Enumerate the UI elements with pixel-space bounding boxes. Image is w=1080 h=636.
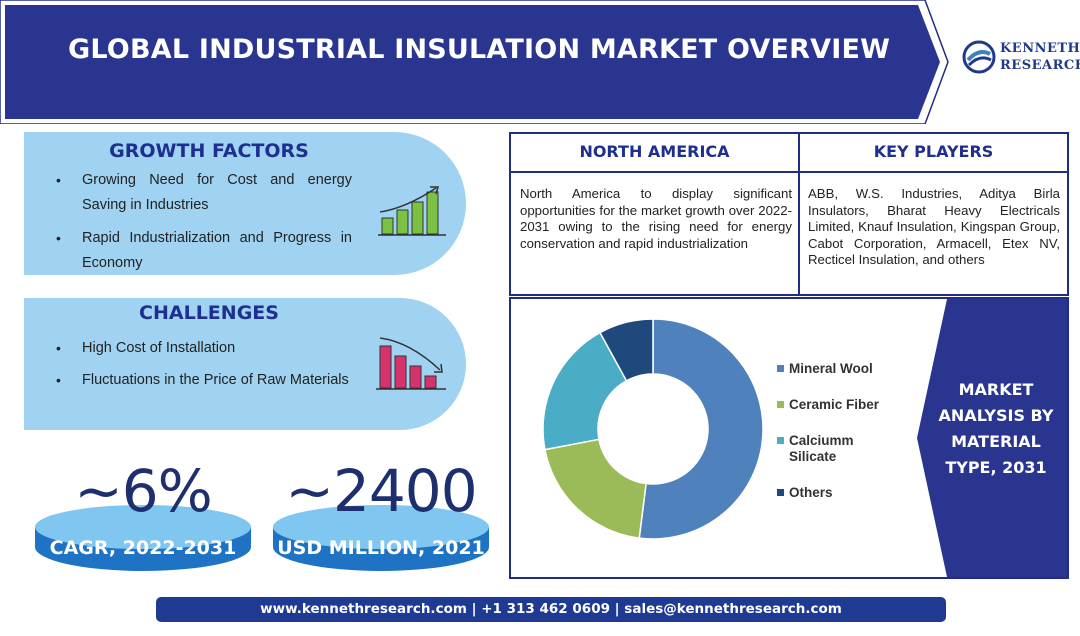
- north-america-title: NORTH AMERICA: [579, 142, 730, 161]
- donut-chart: [542, 318, 764, 540]
- cagr-label: CAGR, 2022-2031: [49, 537, 237, 559]
- decline-chart-icon: [376, 337, 446, 390]
- donut-slice-others: [598, 318, 654, 382]
- growth-chart-icon: [378, 186, 446, 236]
- donut-slice-mineral-wool: [638, 318, 764, 540]
- legend-label: Calciumm Silicate: [789, 433, 854, 464]
- logo-mark-icon: [962, 40, 996, 74]
- market-analysis-line: TYPE, 2031: [945, 458, 1047, 477]
- market-size-stat: ~2400 USD MILLION, 2021: [270, 455, 492, 573]
- legend-swatch: [777, 437, 784, 444]
- legend-label: Ceramic Fiber: [789, 397, 880, 412]
- list-item: High Cost of Installation: [52, 336, 372, 361]
- divider: [511, 171, 1067, 173]
- logo-line-2: RESEARCH: [1000, 58, 1080, 73]
- legend-swatch: [777, 365, 784, 372]
- key-players-title: KEY PLAYERS: [873, 142, 994, 161]
- logo-line-1: KENNETH: [1000, 41, 1080, 56]
- chart-legend: Mineral Wool Ceramic Fiber Calciumm Sili…: [777, 361, 887, 521]
- cagr-stat: ~6% CAGR, 2022-2031: [32, 455, 254, 573]
- legend-swatch: [777, 401, 784, 408]
- company-logo: KENNETH RESEARCH: [962, 38, 1080, 78]
- growth-factors-panel: GROWTH FACTORS Growing Need for Cost and…: [24, 132, 466, 275]
- legend-item: Calciumm Silicate: [777, 433, 857, 465]
- challenges-list: High Cost of Installation Fluctuations i…: [52, 336, 372, 400]
- banner-shape: [0, 0, 949, 124]
- legend-label: Mineral Wool: [789, 361, 873, 376]
- list-item: Rapid Industrialization and Progress in …: [52, 226, 352, 276]
- growth-factors-list: Growing Need for Cost and energy Saving …: [52, 168, 352, 284]
- market-size-disc: [273, 505, 489, 571]
- header-banner: GLOBAL INDUSTRIAL INSULATION MARKET OVER…: [0, 0, 960, 124]
- material-type-chart-panel: MARKET ANALYSIS BY MATERIAL TYPE, 2031 M…: [509, 297, 1069, 579]
- legend-label: Others: [789, 485, 833, 500]
- north-america-text: North America to display significant opp…: [520, 186, 792, 251]
- list-item: Fluctuations in the Price of Raw Materia…: [52, 368, 372, 393]
- cagr-disc: [35, 505, 251, 571]
- market-size-value: ~2400: [285, 457, 477, 525]
- legend-item: Ceramic Fiber: [777, 397, 887, 413]
- market-analysis-line: ANALYSIS BY: [938, 406, 1054, 425]
- market-analysis-line: MARKET: [958, 380, 1034, 399]
- market-analysis-band-shape: [917, 299, 1067, 577]
- market-size-label: USD MILLION, 2021: [277, 537, 485, 559]
- market-analysis-line: MATERIAL: [951, 432, 1041, 451]
- key-players-text: ABB, W.S. Industries, Aditya Birla Insul…: [808, 186, 1060, 267]
- legend-swatch: [777, 489, 784, 496]
- market-analysis-band: MARKET ANALYSIS BY MATERIAL TYPE, 2031: [511, 299, 1067, 577]
- contact-info: www.kennethresearch.com | +1 313 462 060…: [260, 601, 842, 617]
- growth-factors-title: GROWTH FACTORS: [109, 140, 309, 162]
- donut-slice-ceramic-fiber: [544, 438, 647, 539]
- list-item: Growing Need for Cost and energy Saving …: [52, 168, 352, 218]
- contact-footer: www.kennethresearch.com | +1 313 462 060…: [156, 597, 946, 622]
- market-analysis-label: MARKET ANALYSIS BY MATERIAL TYPE, 2031: [931, 377, 1061, 481]
- divider: [798, 134, 800, 294]
- logo-text: KENNETH RESEARCH: [1000, 40, 1080, 74]
- challenges-panel: CHALLENGES High Cost of Installation Flu…: [24, 298, 466, 430]
- legend-item: Mineral Wool: [777, 361, 887, 377]
- page-title: GLOBAL INDUSTRIAL INSULATION MARKET OVER…: [68, 34, 891, 65]
- challenges-title: CHALLENGES: [139, 302, 279, 324]
- region-players-table: NORTH AMERICA KEY PLAYERS North America …: [509, 132, 1069, 296]
- cagr-value: ~6%: [74, 457, 213, 525]
- legend-item: Others: [777, 485, 887, 501]
